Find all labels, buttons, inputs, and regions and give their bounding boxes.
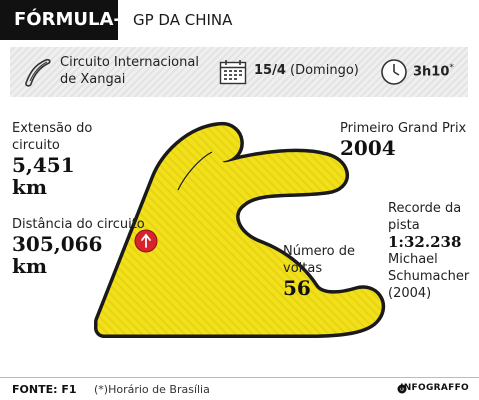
calendar-icon (219, 60, 247, 85)
stat-first-gp: Primeiro Grand Prix 2004 (340, 120, 475, 159)
race-time: 3h10* (413, 63, 454, 80)
footer: FONTE: F1 (*)Horário de Brasília INFOGRA… (0, 377, 479, 400)
laps-label: Número de voltas (283, 244, 356, 276)
record-year: (2004) (388, 286, 432, 301)
brand-logo-icon (397, 384, 407, 394)
source-label: FONTE: F1 (12, 383, 77, 396)
stat-extension: Extensão do circuito 5,451 km (12, 120, 142, 198)
extension-label: Extensão do circuito (12, 121, 93, 153)
record-time: 1:32.238 (388, 233, 462, 251)
brand-name: INFOGRAFFO (400, 383, 469, 393)
first-gp-label: Primeiro Grand Prix (340, 121, 467, 136)
record-label: Recorde da pista (388, 201, 462, 233)
first-gp-value: 2004 (340, 136, 396, 160)
track-surface (97, 125, 382, 335)
distance-unit: km (12, 254, 48, 278)
laps-value: 56 (283, 276, 311, 300)
clock-icon (381, 59, 407, 85)
stat-laps: Número de voltas 56 (283, 243, 373, 299)
race-date: 15/4 (Domingo) (254, 63, 359, 78)
timezone-note: (*)Horário de Brasília (94, 383, 210, 396)
record-driver: Michael Schumacher (388, 252, 470, 284)
circuit-icon (25, 58, 51, 87)
header: FÓRMULA-1 GP DA CHINA (0, 0, 479, 70)
distance-value: 305,066 (12, 232, 103, 256)
extension-value: 5,451 (12, 153, 75, 177)
event-title: GP DA CHINA (133, 11, 233, 29)
circuit-name: Circuito Internacional de Xangai (60, 55, 199, 87)
distance-label: Distância do circuito (12, 217, 145, 232)
section-tag: FÓRMULA-1 (0, 0, 121, 70)
info-strip: Circuito Internacional de Xangai 15/4 (D… (10, 47, 468, 97)
extension-unit: km (12, 175, 48, 199)
stat-distance: Distância do circuito 305,066 km (12, 216, 162, 277)
circuit-map (94, 122, 386, 338)
start-arrow-icon (134, 229, 158, 253)
stat-record: Recorde da pista 1:32.238 Michael Schuma… (388, 200, 478, 302)
